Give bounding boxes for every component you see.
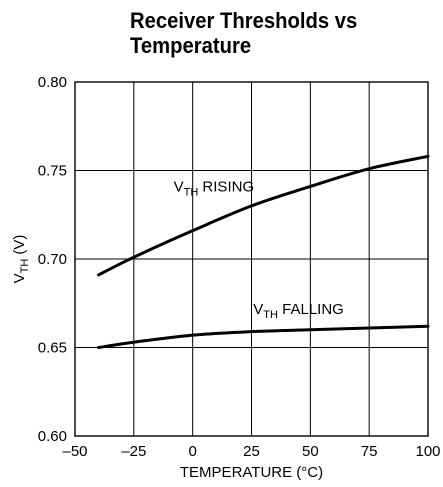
x-axis-label: TEMPERATURE (°C) — [180, 464, 323, 481]
x-tick-label: 75 — [361, 443, 378, 460]
x-tick-label: –50 — [62, 443, 87, 460]
x-tick-label: –25 — [121, 443, 146, 460]
series-label-vth-falling: VTH FALLING — [253, 301, 344, 321]
y-tick-label: 0.65 — [38, 340, 67, 357]
series-line-vth-falling — [97, 324, 430, 349]
series-label-main: V — [253, 301, 263, 318]
y-axis-label-main: V — [11, 273, 28, 283]
series-line-vth-rising — [97, 154, 430, 277]
x-tick-label: 100 — [415, 443, 440, 460]
y-axis-label-sub: TH — [19, 259, 31, 274]
y-tick-label: 0.75 — [38, 163, 67, 180]
series-layer — [97, 154, 430, 349]
plot-frame — [74, 81, 429, 437]
series-label-sub: TH — [263, 309, 278, 321]
series-label-suffix: RISING — [198, 179, 254, 196]
y-axis-label-suffix: (V) — [11, 235, 28, 259]
tick-labels: –50 –25 0 25 50 75 100 0.60 0.65 0.70 0.75 0.80 — [38, 74, 441, 460]
y-axis-label: VTH (V) — [11, 235, 31, 284]
y-tick-label: 0.80 — [38, 74, 67, 91]
x-tick-label: 50 — [302, 443, 319, 460]
series-label-sub: TH — [184, 187, 199, 199]
chart-title: Receiver Thresholds vs Temperature — [130, 8, 358, 58]
series-label-vth-rising: VTH RISING — [174, 179, 255, 199]
y-tick-label: 0.70 — [38, 251, 67, 268]
series-label-main: V — [174, 179, 184, 196]
series-label-suffix: FALLING — [278, 301, 344, 318]
x-tick-label: 25 — [243, 443, 260, 460]
y-tick-label: 0.60 — [38, 428, 67, 445]
grid — [75, 82, 428, 436]
x-tick-label: 0 — [188, 443, 196, 460]
